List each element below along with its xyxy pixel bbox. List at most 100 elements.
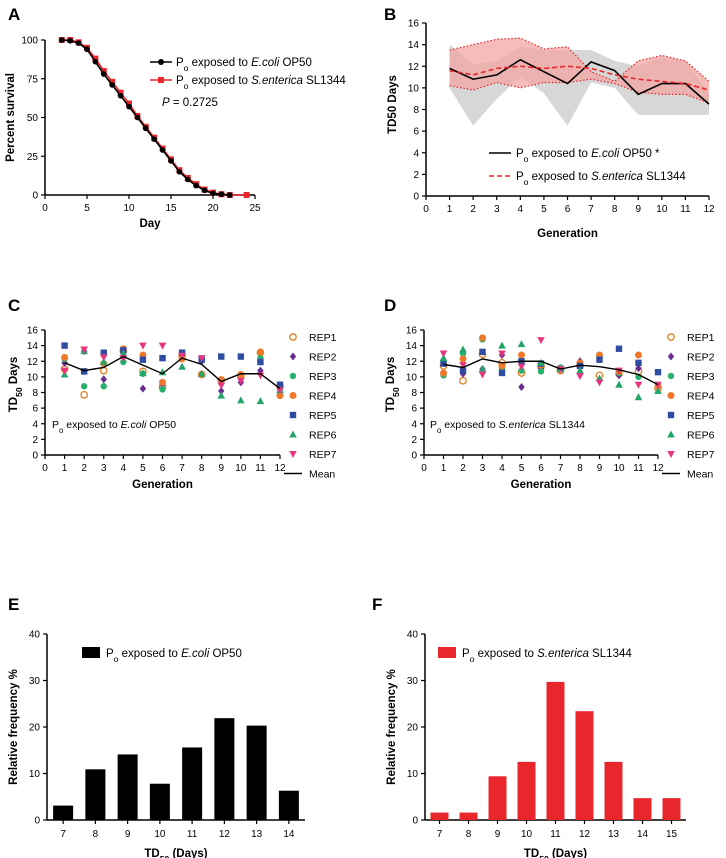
survival-point [92,55,99,62]
y-tick-label: 10 [27,372,39,383]
x-tick-label: 11 [255,463,266,474]
x-tick-label: 5 [140,463,146,474]
p-value: P = 0.2725 [162,97,218,109]
rep-point [178,349,186,356]
y-tick-label: 30 [29,676,41,687]
y-tick-label: 2 [32,435,38,446]
rep-point [667,372,675,380]
rep-point [237,353,245,360]
rep-point [178,362,186,370]
y-axis-label: Relative frequency % [386,669,398,785]
legend-label: Po exposed to S.enterica SL1344 [462,648,632,664]
x-tick-label: 11 [187,829,198,840]
bar-9 [117,754,138,820]
rep-point [237,396,245,404]
x-tick-label: 8 [466,829,472,840]
legend-label: REP5 [687,410,715,422]
x-tick-label: 6 [565,204,571,215]
survival-point [176,168,183,175]
y-tick-label: 50 [27,113,39,124]
rep-point [218,386,225,395]
y-tick-label: 4 [413,148,419,159]
x-tick-label: 12 [219,829,231,840]
rep-point [61,342,68,349]
x-tick-label: 0 [421,463,427,474]
rep-point [100,349,107,356]
rep-point [217,391,226,399]
rep-point [667,333,675,341]
rep-point [276,381,284,388]
x-tick-label: 10 [123,203,135,214]
rep-point [459,345,467,353]
bar-11 [182,747,203,820]
y-tick-label: 2 [411,435,417,446]
y-tick-label: 0 [32,451,38,462]
survival-point [117,89,124,96]
rep-point [498,350,506,358]
rep-point [479,334,486,342]
x-tick-label: 7 [179,463,185,474]
rep-point [537,368,545,375]
rep-point [80,346,88,354]
rep-point [80,390,89,399]
x-tick-label: 3 [494,204,500,215]
survival-point [126,100,132,107]
legend-label: REP1 [309,332,337,344]
y-tick-label: 8 [413,105,419,116]
bar-15 [662,798,681,820]
y-axis-label: Percent survival [5,73,17,162]
y-tick-label: 10 [29,769,41,780]
rep-point [634,393,643,401]
rep-point [654,368,662,376]
legend-marker [158,77,164,83]
x-axis-label: Generation [537,228,598,240]
bar-14 [633,798,652,820]
y-tick-label: 4 [411,419,417,430]
y-tick-label: 20 [29,723,41,734]
x-tick-label: 9 [218,463,224,474]
senterica-mean-line [449,65,710,91]
bar-12 [575,711,594,820]
x-tick-label: 9 [635,204,641,215]
y-tick-label: 0 [32,191,38,202]
rep-point [596,356,603,363]
legend-label: Po exposed to E.coli OP50 [106,648,242,664]
bar-13 [604,761,623,820]
legend-swatch [438,647,456,658]
legend-label: REP3 [309,371,337,383]
y-tick-label: 0 [34,816,40,827]
survival-point [134,114,141,121]
x-tick-label: 2 [460,463,466,474]
legend-label: REP6 [309,430,337,442]
y-axis-label: TD50 Days [387,75,399,134]
x-tick-label: 12 [579,829,591,840]
survival-point [151,136,157,142]
rep-point [537,337,545,345]
y-tick-label: 14 [408,40,420,51]
rep-point [439,350,448,358]
bar-11 [546,681,565,820]
y-tick-label: 0 [413,192,419,203]
bar-8 [85,769,106,820]
legend-label: REP7 [687,449,715,461]
x-tick-label: 14 [283,829,295,840]
x-tick-label: 10 [235,463,247,474]
panel-annotation: Po exposed to E.coli OP50 [52,419,176,435]
rep-point [218,353,225,360]
survival-point [126,103,132,110]
bar-13 [246,725,267,820]
rep-point [595,379,604,387]
bar-7 [430,812,449,820]
x-tick-label: 14 [637,829,649,840]
bar-7 [53,805,74,820]
rep-point [289,352,297,361]
rep-point [99,358,108,366]
rep-point [139,342,147,350]
x-tick-label: 11 [680,204,691,215]
rep-point [635,351,642,359]
x-tick-label: 4 [121,463,127,474]
rep-point [289,411,297,419]
panel-label-d: D [384,296,396,315]
survival-point [227,192,233,198]
x-tick-label: 0 [42,463,48,474]
